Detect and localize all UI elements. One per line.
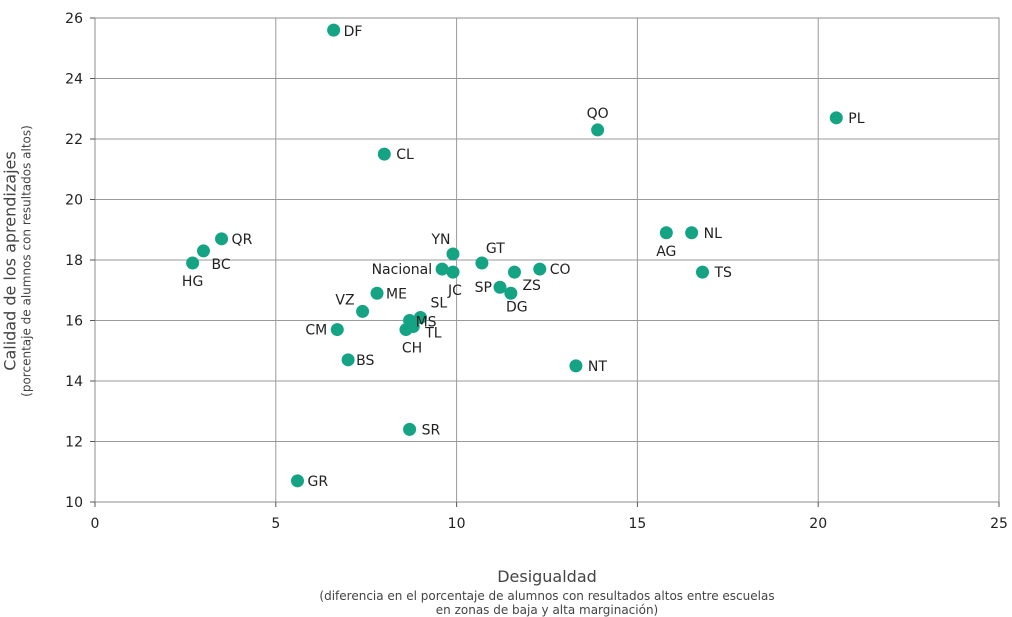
point-label-sl: SL bbox=[430, 295, 447, 311]
point-label-nl: NL bbox=[704, 226, 722, 242]
y-tick-label: 26 bbox=[65, 11, 83, 27]
point-cm bbox=[330, 323, 344, 337]
point-label-cl: CL bbox=[396, 147, 414, 163]
point-df bbox=[327, 23, 341, 37]
y-tick-label: 22 bbox=[65, 132, 83, 148]
point-vz bbox=[356, 304, 370, 318]
point-label-gr: GR bbox=[307, 474, 328, 490]
point-sr bbox=[403, 422, 417, 436]
point-label-ms: MS bbox=[416, 315, 437, 331]
point-label-ag: AG bbox=[656, 244, 676, 260]
x-tick-label: 0 bbox=[91, 516, 100, 532]
point-label-cm: CM bbox=[305, 323, 327, 339]
x-tick-label: 10 bbox=[448, 516, 466, 532]
point-bs bbox=[341, 353, 355, 367]
point-sp bbox=[493, 280, 507, 294]
point-ag bbox=[659, 226, 673, 240]
point-co bbox=[533, 262, 547, 276]
point-label-nt: NT bbox=[588, 359, 607, 375]
point-zs bbox=[507, 265, 521, 279]
point-label-sr: SR bbox=[422, 422, 441, 438]
y-tick-label: 14 bbox=[65, 374, 83, 390]
point-dg bbox=[504, 286, 518, 300]
y-tick-label: 16 bbox=[65, 314, 83, 330]
point-label-bc: BC bbox=[211, 257, 230, 273]
x-axis-subtitle-line-1: (diferencia en el porcentaje de alumnos … bbox=[319, 589, 775, 603]
point-label-tl: TL bbox=[424, 326, 442, 342]
point-cl bbox=[377, 147, 391, 161]
point-label-me: ME bbox=[386, 286, 407, 302]
point-nt bbox=[569, 359, 583, 373]
point-label-gt: GT bbox=[486, 241, 505, 257]
point-label-qr: QR bbox=[232, 232, 253, 248]
x-axis-title: Desigualdad bbox=[497, 567, 597, 586]
point-sl bbox=[413, 310, 427, 324]
y-axis-subtitle: (porcentaje de alumnos con resultados al… bbox=[19, 125, 34, 397]
point-qo bbox=[591, 123, 605, 137]
grid-lines bbox=[90, 17, 1000, 507]
point-gr bbox=[290, 474, 304, 488]
y-tick-label: 20 bbox=[65, 193, 83, 209]
y-axis-title: Calidad de los aprendizajes bbox=[0, 151, 20, 371]
point-bc bbox=[196, 244, 210, 258]
point-label-df: DF bbox=[344, 24, 363, 40]
point-yn bbox=[446, 247, 460, 261]
point-hg bbox=[186, 256, 200, 270]
point-label-pl: PL bbox=[848, 111, 864, 127]
point-label-vz: VZ bbox=[335, 292, 354, 308]
point-label-zs: ZS bbox=[522, 278, 541, 294]
x-tick-label: 15 bbox=[628, 516, 646, 532]
point-label-bs: BS bbox=[356, 353, 374, 369]
point-label-hg: HG bbox=[182, 274, 203, 290]
point-me bbox=[370, 286, 384, 300]
point-label-sp: SP bbox=[475, 280, 492, 296]
point-ch bbox=[399, 323, 413, 337]
point-label-qo: QO bbox=[587, 106, 609, 122]
point-qr bbox=[215, 232, 229, 246]
point-label-jc: JC bbox=[447, 283, 462, 299]
point-label-co: CO bbox=[550, 262, 571, 278]
y-tick-label: 24 bbox=[65, 72, 83, 88]
point-label-nacional: Nacional bbox=[372, 262, 433, 278]
data-points bbox=[186, 23, 843, 488]
y-tick-label: 12 bbox=[65, 435, 83, 451]
point-pl bbox=[829, 111, 843, 125]
x-axis-subtitle-line-2: en zonas de baja y alta marginación) bbox=[435, 603, 659, 617]
point-label-dg: DG bbox=[506, 299, 528, 315]
tick-labels: 10 12 14 16 18 20 22 24 26 0 5 10 15 20 25 bbox=[65, 11, 1008, 532]
x-tick-label: 20 bbox=[809, 516, 827, 532]
point-gt bbox=[475, 256, 489, 270]
point-jc bbox=[446, 265, 460, 279]
point-label-yn: YN bbox=[430, 232, 450, 248]
x-tick-label: 5 bbox=[271, 516, 280, 532]
point-label-ts: TS bbox=[713, 265, 732, 281]
point-nacional bbox=[435, 262, 449, 276]
y-tick-label: 10 bbox=[65, 495, 83, 511]
point-ts bbox=[695, 265, 709, 279]
x-tick-label: 25 bbox=[990, 516, 1008, 532]
point-label-ch: CH bbox=[402, 341, 422, 357]
point-nl bbox=[685, 226, 699, 240]
y-tick-label: 18 bbox=[65, 253, 83, 269]
